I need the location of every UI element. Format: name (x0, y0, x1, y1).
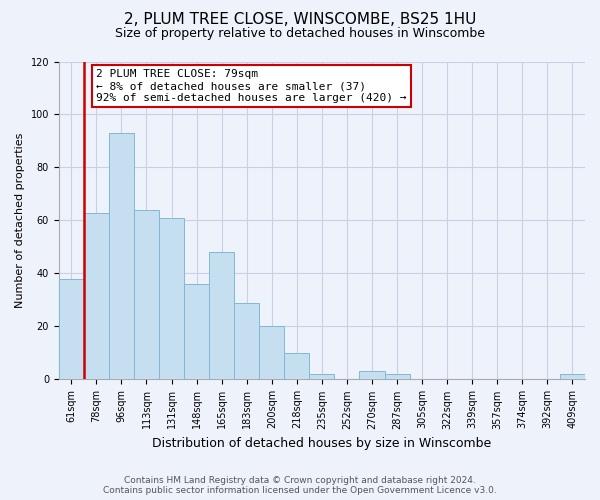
Bar (209, 252, 234, 380)
Bar (84, 212, 109, 380)
X-axis label: Distribution of detached houses by size in Winscombe: Distribution of detached houses by size … (152, 437, 491, 450)
Bar (359, 372, 385, 380)
Text: Contains HM Land Registry data © Crown copyright and database right 2024.
Contai: Contains HM Land Registry data © Crown c… (103, 476, 497, 495)
Text: 2, PLUM TREE CLOSE, WINSCOMBE, BS25 1HU: 2, PLUM TREE CLOSE, WINSCOMBE, BS25 1HU (124, 12, 476, 28)
Bar (134, 210, 159, 380)
Bar (234, 302, 259, 380)
Bar (184, 284, 209, 380)
Bar (109, 133, 134, 380)
Bar (59, 279, 84, 380)
Bar (310, 374, 334, 380)
Bar (284, 353, 310, 380)
Bar (385, 374, 410, 380)
Bar (159, 218, 184, 380)
Text: 2 PLUM TREE CLOSE: 79sqm
← 8% of detached houses are smaller (37)
92% of semi-de: 2 PLUM TREE CLOSE: 79sqm ← 8% of detache… (97, 70, 407, 102)
Bar (560, 374, 585, 380)
Bar (259, 326, 284, 380)
Y-axis label: Number of detached properties: Number of detached properties (15, 133, 25, 308)
Text: Size of property relative to detached houses in Winscombe: Size of property relative to detached ho… (115, 28, 485, 40)
